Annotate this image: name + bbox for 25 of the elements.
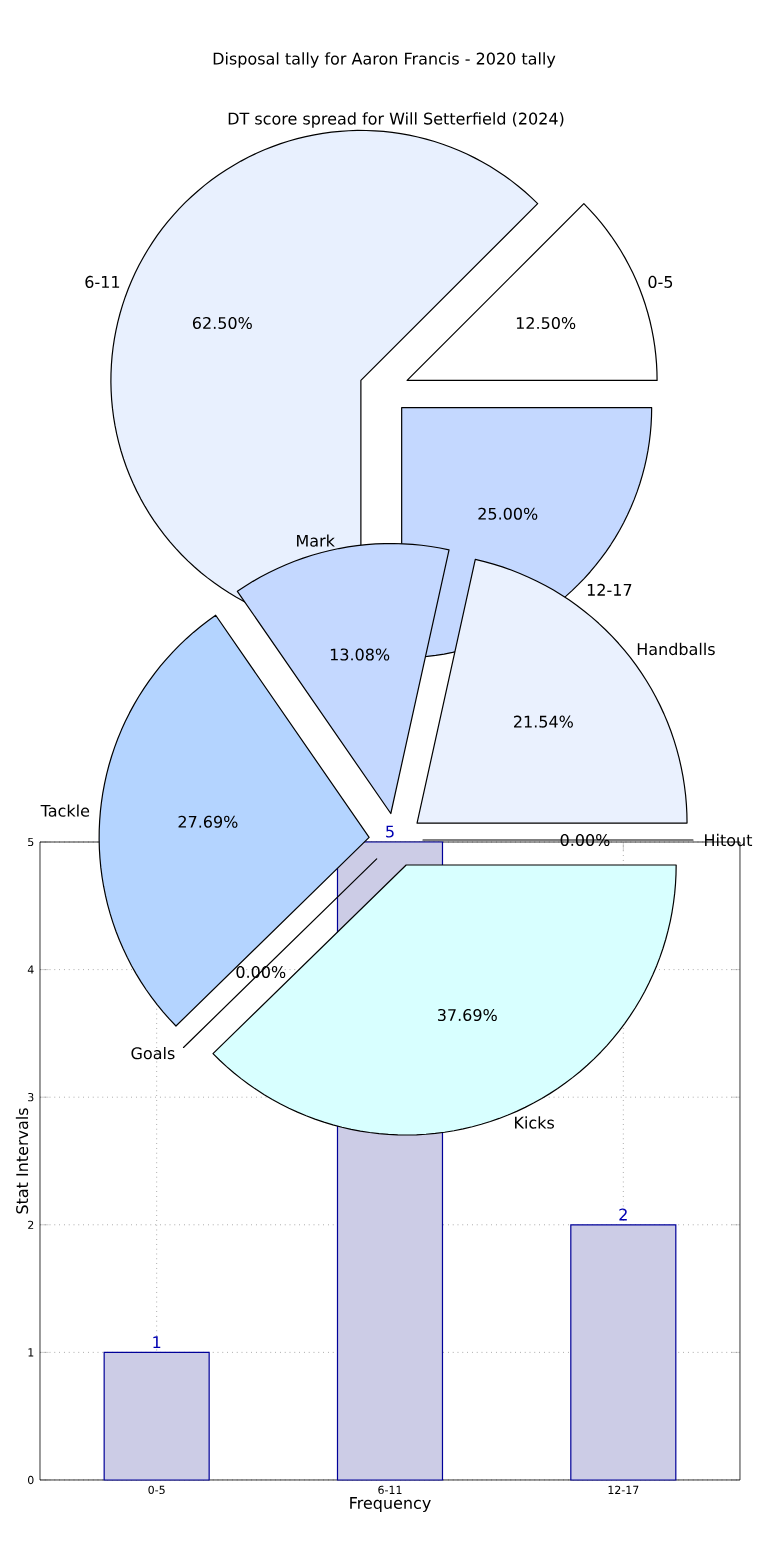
data-label: 2 — [619, 1208, 627, 1221]
data-label: 1 — [153, 1336, 161, 1348]
bar — [103, 1351, 210, 1481]
y-axis-title: Stat Intervals — [15, 1108, 29, 1214]
slice-label: Tackle — [40, 804, 90, 817]
data-label: 21.54% — [514, 715, 573, 728]
slice-label: 0-5 — [648, 275, 673, 288]
chart-title: DT score spread for Will Setterfield (2024) — [228, 112, 564, 128]
data-label: 37.69% — [437, 1008, 497, 1022]
slice-label: 12-17 — [587, 583, 632, 596]
slice-label: Mark — [297, 534, 335, 547]
slice-label: Handballs — [637, 642, 715, 656]
data-label: 13.08% — [330, 648, 390, 661]
slice-label: Kicks — [515, 1116, 555, 1129]
data-label: 27.69% — [178, 815, 238, 828]
data-label: 25.00% — [478, 507, 538, 520]
category-label: Goals — [131, 1046, 175, 1060]
slice-label: 6-11 — [85, 275, 120, 288]
bar — [570, 1224, 677, 1481]
data-label: 62.50% — [192, 316, 252, 330]
x-axis-title: Frequency — [350, 1497, 431, 1513]
data-label: 12.50% — [516, 316, 576, 330]
category-label: Hitout — [705, 833, 753, 847]
data-label: 5 — [386, 825, 394, 838]
chart-title: Disposal tally for Aaron Francis - 2020 tally — [213, 52, 556, 68]
